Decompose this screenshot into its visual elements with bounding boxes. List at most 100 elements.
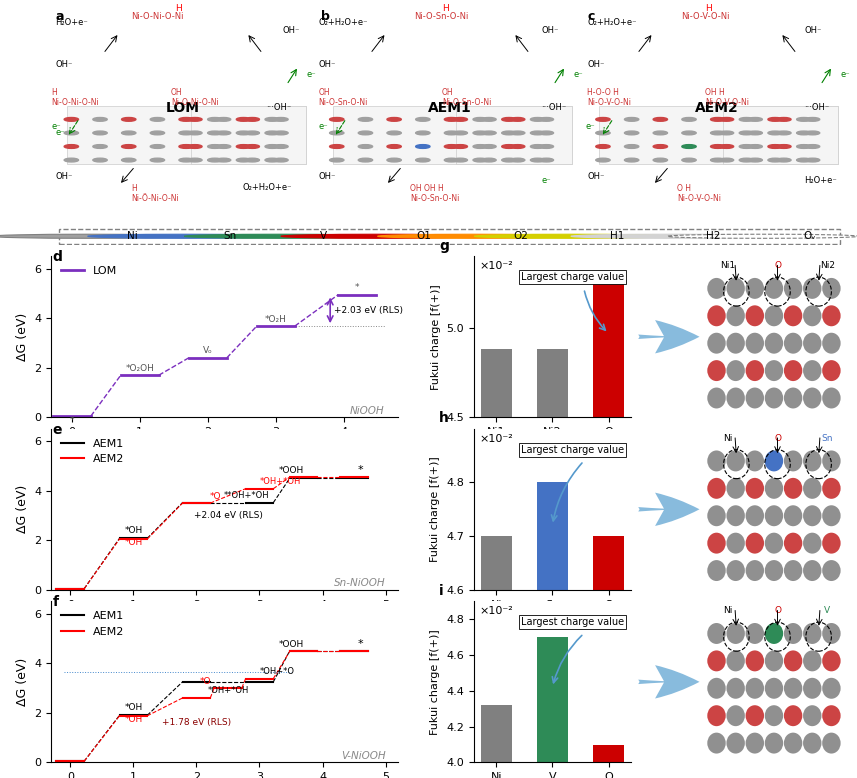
- Circle shape: [93, 145, 107, 149]
- Text: H
Ni-Ö-Ni-O-Ni: H Ni-Ö-Ni-O-Ni: [131, 184, 179, 203]
- Circle shape: [764, 305, 783, 326]
- Circle shape: [501, 158, 516, 162]
- Circle shape: [803, 705, 822, 726]
- Text: OH⁻: OH⁻: [587, 60, 604, 68]
- Circle shape: [710, 145, 725, 149]
- Circle shape: [453, 131, 467, 135]
- Circle shape: [245, 158, 260, 162]
- Bar: [537, 637, 568, 762]
- Text: H-O-O H
Ni-O-V-O-Ni: H-O-O H Ni-O-V-O-Ni: [587, 88, 631, 107]
- Circle shape: [93, 158, 107, 162]
- Y-axis label: Fukui charge [f(+)]: Fukui charge [f(+)]: [430, 457, 440, 562]
- Circle shape: [273, 158, 288, 162]
- Circle shape: [188, 131, 202, 135]
- Circle shape: [764, 733, 783, 754]
- Text: +2.04 eV (RLS): +2.04 eV (RLS): [194, 511, 262, 520]
- Circle shape: [822, 560, 841, 581]
- Circle shape: [803, 360, 822, 381]
- Circle shape: [764, 387, 783, 408]
- Circle shape: [416, 158, 430, 162]
- Circle shape: [387, 158, 401, 162]
- Circle shape: [473, 158, 488, 162]
- Text: e⁻: e⁻: [841, 70, 850, 79]
- Text: *OH: *OH: [124, 538, 142, 547]
- FancyBboxPatch shape: [722, 106, 838, 164]
- Circle shape: [150, 131, 165, 135]
- Circle shape: [746, 305, 764, 326]
- Circle shape: [188, 158, 202, 162]
- Circle shape: [682, 158, 696, 162]
- Circle shape: [803, 387, 822, 408]
- Circle shape: [217, 145, 231, 149]
- FancyBboxPatch shape: [59, 229, 841, 244]
- Circle shape: [707, 450, 726, 471]
- Text: e⁻: e⁻: [56, 128, 65, 138]
- Text: e⁻: e⁻: [51, 122, 61, 131]
- Circle shape: [768, 117, 782, 121]
- Circle shape: [707, 505, 726, 526]
- Circle shape: [330, 145, 344, 149]
- Text: OH
Ni-O-Sn-O-Ni: OH Ni-O-Sn-O-Ni: [319, 88, 368, 107]
- Y-axis label: ΔG (eV): ΔG (eV): [16, 313, 29, 361]
- Text: Ni: Ni: [723, 433, 733, 443]
- Circle shape: [653, 117, 668, 121]
- Circle shape: [482, 158, 496, 162]
- Circle shape: [764, 623, 783, 644]
- Circle shape: [217, 158, 231, 162]
- Text: AEM2: AEM2: [695, 101, 739, 115]
- Text: OH
Ni-O-Sn-O-Ni: OH Ni-O-Sn-O-Ni: [442, 88, 491, 107]
- Circle shape: [387, 131, 401, 135]
- Text: c: c: [587, 10, 595, 23]
- Circle shape: [727, 505, 745, 526]
- Circle shape: [207, 145, 222, 149]
- Circle shape: [707, 533, 726, 554]
- Circle shape: [764, 650, 783, 671]
- Bar: [537, 482, 568, 590]
- Text: *OH+*OH: *OH+*OH: [207, 686, 249, 695]
- Circle shape: [444, 145, 458, 149]
- Circle shape: [596, 145, 610, 149]
- Circle shape: [625, 117, 638, 121]
- Circle shape: [746, 387, 764, 408]
- Circle shape: [803, 505, 822, 526]
- Circle shape: [784, 650, 802, 671]
- Circle shape: [482, 131, 496, 135]
- Circle shape: [784, 387, 802, 408]
- Circle shape: [707, 278, 726, 299]
- Circle shape: [482, 117, 496, 121]
- Circle shape: [746, 623, 764, 644]
- Circle shape: [746, 333, 764, 354]
- Circle shape: [653, 158, 668, 162]
- Text: O: O: [774, 261, 781, 270]
- Circle shape: [265, 131, 279, 135]
- Text: O1: O1: [417, 231, 431, 241]
- Text: b: b: [321, 10, 330, 23]
- Circle shape: [188, 145, 202, 149]
- Text: *: *: [357, 465, 363, 475]
- Bar: [481, 349, 512, 417]
- Circle shape: [806, 158, 820, 162]
- Circle shape: [682, 117, 696, 121]
- Circle shape: [822, 505, 841, 526]
- Text: ···OH⁻: ···OH⁻: [267, 103, 292, 112]
- Circle shape: [822, 623, 841, 644]
- Bar: [593, 745, 624, 762]
- Circle shape: [776, 131, 791, 135]
- Text: O: O: [774, 433, 781, 443]
- Circle shape: [358, 145, 373, 149]
- Circle shape: [822, 533, 841, 554]
- Circle shape: [682, 131, 696, 135]
- Circle shape: [727, 650, 745, 671]
- Circle shape: [707, 360, 726, 381]
- Text: OH OH H
Ni-O-Sn-O-Ni: OH OH H Ni-O-Sn-O-Ni: [410, 184, 459, 203]
- Text: *OH+*OH: *OH+*OH: [260, 477, 301, 485]
- FancyBboxPatch shape: [191, 106, 307, 164]
- Circle shape: [727, 478, 745, 499]
- Circle shape: [596, 117, 610, 121]
- Circle shape: [217, 117, 231, 121]
- Text: OH⁻: OH⁻: [283, 26, 300, 35]
- Text: Ni-O-Ni-O-Ni: Ni-O-Ni-O-Ni: [131, 12, 183, 21]
- Circle shape: [473, 145, 488, 149]
- Text: Oᵥ: Oᵥ: [803, 231, 816, 241]
- Circle shape: [207, 158, 222, 162]
